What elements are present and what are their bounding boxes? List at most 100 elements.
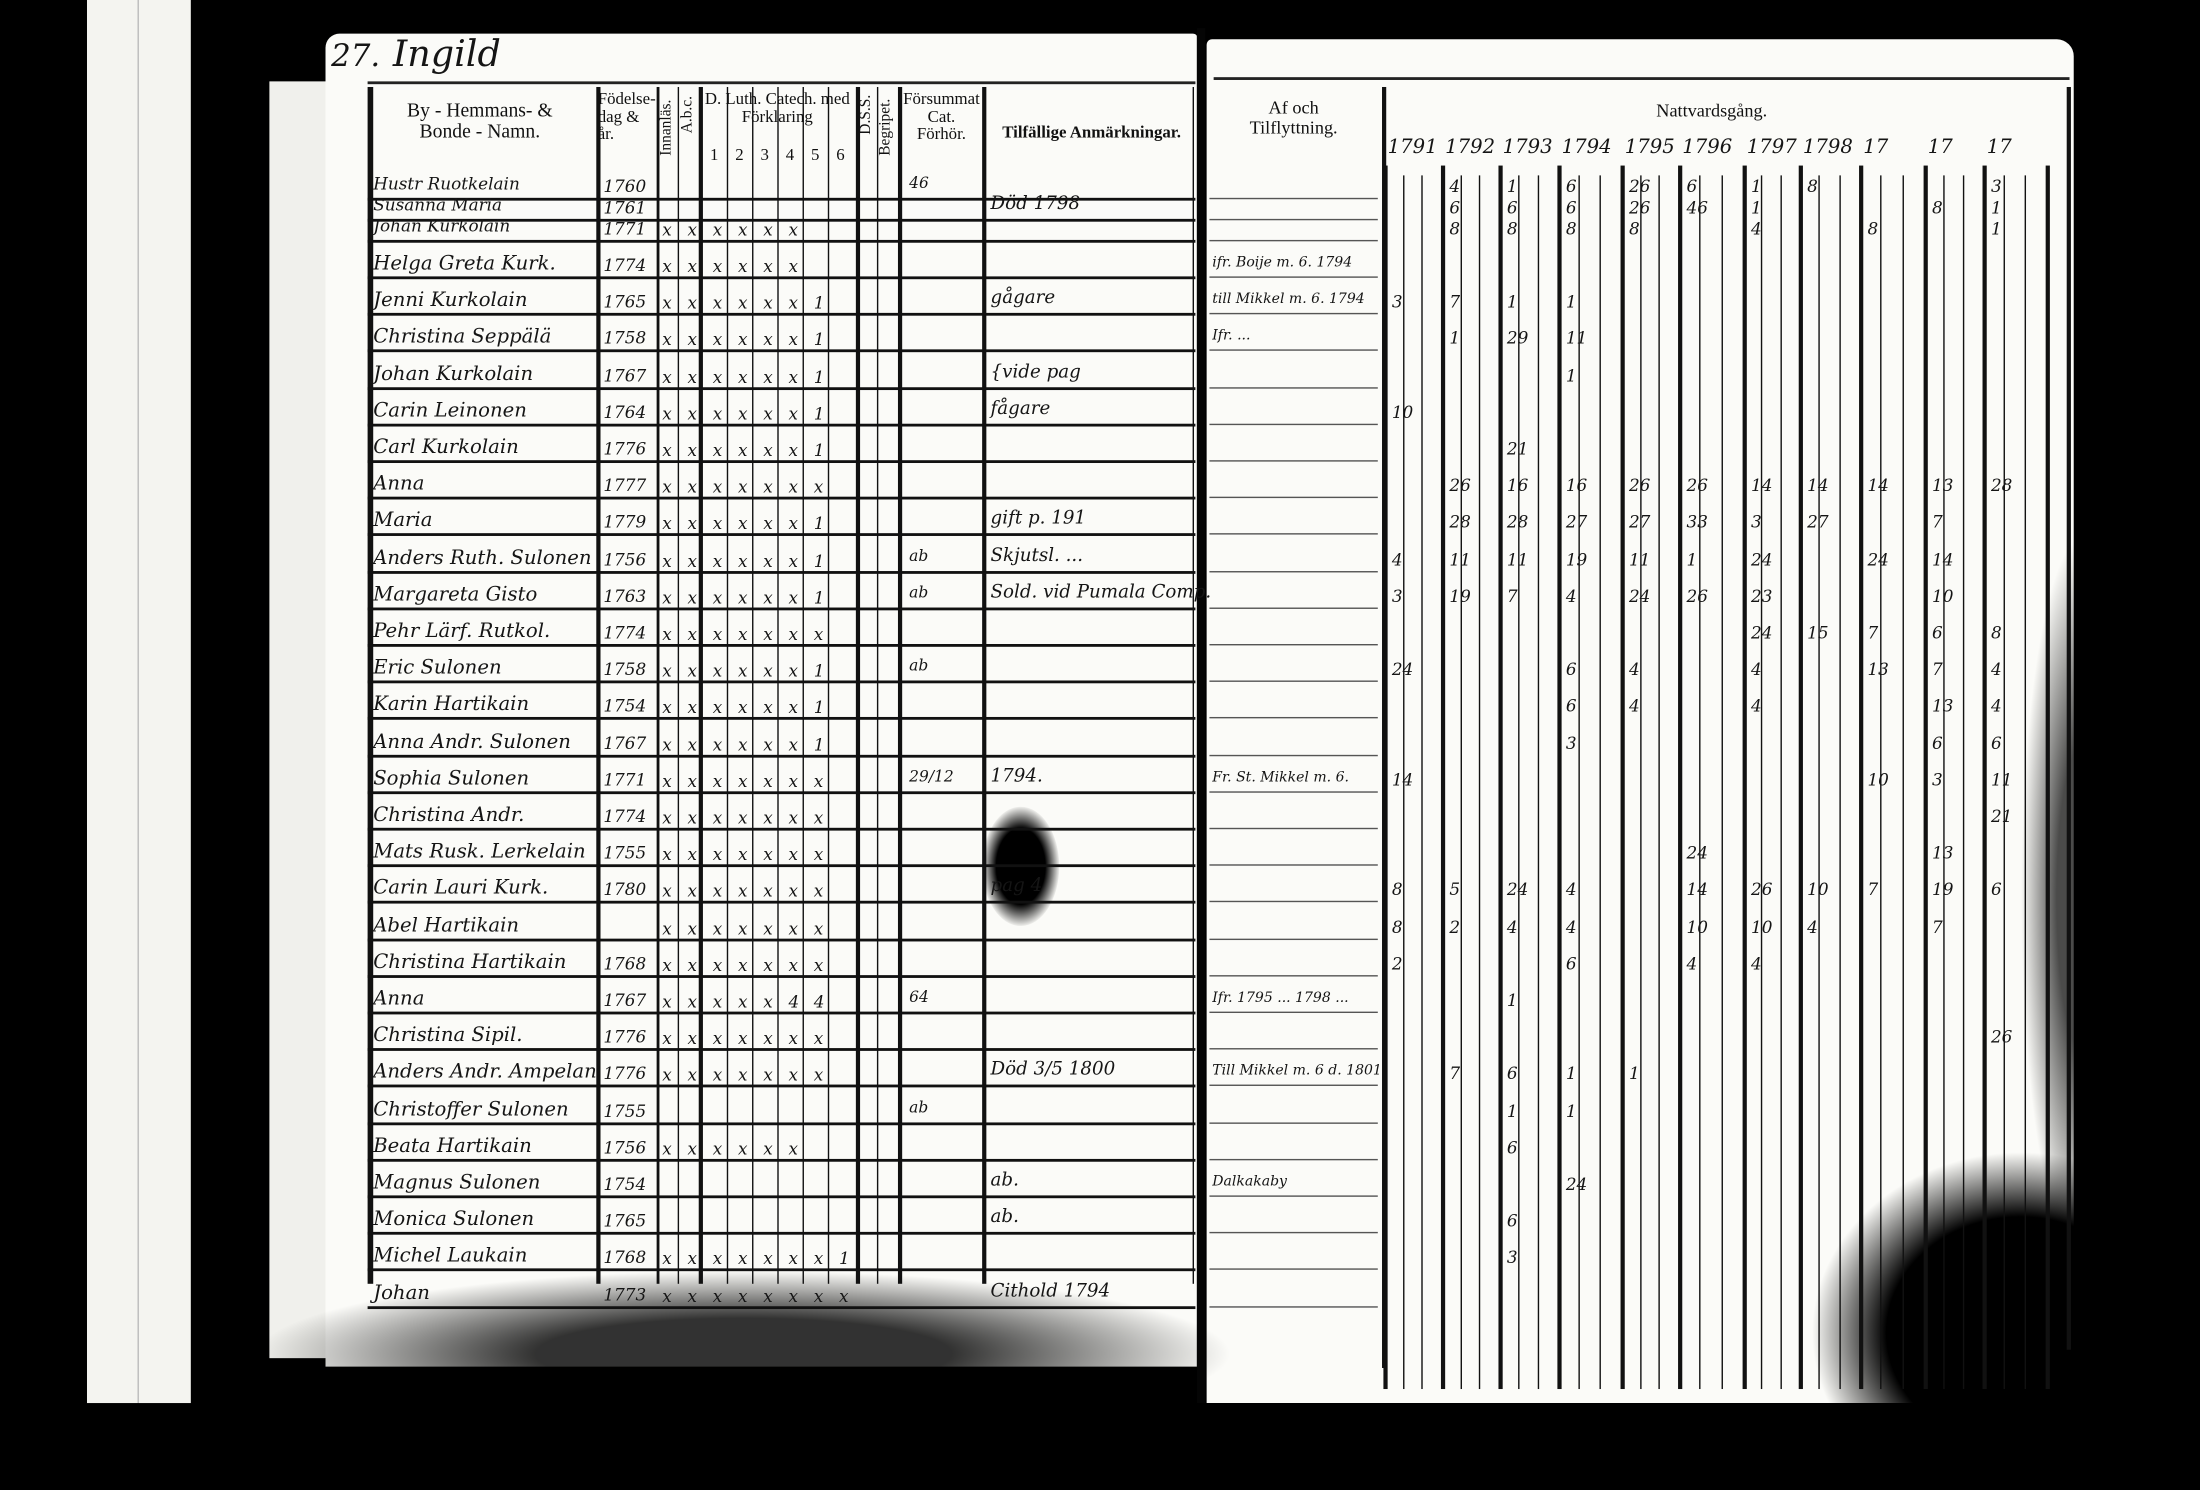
row-line [1209, 313, 1378, 315]
catechism-mark: x [813, 844, 824, 865]
communion-entry: 23 [1751, 586, 1773, 606]
entry-birth-year: 1776 [603, 1064, 647, 1084]
catechism-mark: x [763, 1028, 773, 1049]
communion-entry: 4 [1751, 218, 1762, 239]
column-line [656, 86, 660, 1284]
catechism-mark: x [712, 1286, 723, 1306]
catechism-mark: x [788, 293, 799, 314]
catechism-mark: x [712, 1249, 723, 1269]
header-rule [367, 81, 1196, 85]
communion-entry: 1 [1506, 292, 1518, 312]
entry-name: Magnus Sulonen [373, 1171, 541, 1195]
catechism-mark: x [788, 1286, 799, 1306]
entry-birth-year: 1776 [603, 439, 647, 459]
column-line [1578, 175, 1580, 1390]
entry-birth-year: 1756 [603, 1137, 647, 1158]
catechism-mark: x [662, 367, 672, 387]
catechism-mark: x [738, 477, 748, 497]
header-moving: Af och Tilflyttning. [1249, 96, 1338, 137]
catechism-mark: x [788, 808, 799, 828]
communion-year: 1797 [1746, 136, 1797, 159]
catechism-mark: x [763, 514, 773, 534]
column-line [802, 86, 804, 1284]
entry-birth-year: 1765 [603, 292, 647, 312]
catechism-mark: x [687, 1138, 698, 1159]
catechism-mark: 1 [813, 440, 825, 461]
bottom-edge [0, 1403, 2200, 1490]
communion-entry: 6 [1506, 1064, 1518, 1084]
communion-entry: 6 [1932, 733, 1943, 753]
row-line [1209, 827, 1378, 830]
communion-entry: 24 [1628, 586, 1651, 606]
entry-name: Margareta Gisto [373, 583, 538, 606]
row-line [367, 938, 1196, 941]
column-line [777, 86, 779, 1284]
entry-name: Christina Seppälä [373, 326, 552, 349]
column-line [1518, 175, 1520, 1390]
communion-entry: 14 [1751, 475, 1773, 496]
entry-birth-year: 1779 [603, 512, 647, 533]
row-line [367, 974, 1196, 978]
catechism-mark: 1 [839, 1249, 850, 1269]
catechism-part-number: 6 [836, 144, 845, 165]
entry-name: Abel Hartikain [373, 914, 520, 937]
catechism-mark: 1 [813, 587, 825, 608]
catechism-mark: x [738, 697, 748, 718]
entry-birth-year: 1760 [603, 176, 647, 197]
communion-entry: 3 [1565, 733, 1577, 753]
catechism-mark: x [763, 550, 773, 571]
entry-birth-year: 1768 [603, 1247, 647, 1268]
row-line [367, 1232, 1196, 1235]
catechism-mark: x [712, 440, 723, 461]
communion-entry: 24 [1391, 659, 1414, 680]
catechism-mark: x [687, 955, 698, 975]
communion-entry: 4 [1990, 696, 2002, 717]
column-line [1537, 175, 1540, 1390]
catechism-mark: x [662, 330, 672, 350]
communion-entry: 13 [1867, 659, 1889, 680]
catechism-mark: x [738, 403, 748, 424]
column-line [1761, 175, 1763, 1390]
communion-entry: 29 [1506, 328, 1529, 349]
communion-entry: 6 [1506, 197, 1518, 218]
catechism-mark: x [738, 918, 748, 939]
column-line [1402, 175, 1404, 1390]
communion-entry: 8 [1807, 176, 1818, 197]
row-line [367, 570, 1196, 574]
catechism-mark: x [662, 918, 672, 939]
catechism-mark: x [738, 1249, 748, 1269]
communion-entry: 10 [1391, 402, 1414, 423]
catechism-mark: x [788, 955, 799, 975]
catechism-mark: x [788, 697, 799, 718]
communion-entry: 4 [1686, 953, 1698, 974]
communion-entry: 6 [1565, 197, 1577, 218]
catechism-mark: 4 [788, 991, 800, 1012]
catechism-mark: x [662, 771, 672, 792]
communion-year: 17 [1927, 136, 1953, 159]
row-line [1209, 533, 1378, 536]
row-line [1209, 197, 1378, 200]
communion-entry: 21 [1506, 439, 1529, 459]
row-line [1209, 1085, 1378, 1087]
catechism-mark: x [662, 697, 672, 718]
catechism-part-number: 2 [735, 144, 744, 165]
communion-entry: 3 [1932, 769, 1943, 790]
row-line [1209, 1305, 1378, 1308]
communion-entry: 1 [1565, 1064, 1577, 1084]
row-line [367, 313, 1196, 316]
communion-entry: 26 [1990, 1027, 2013, 1047]
communion-entry: 11 [1449, 549, 1471, 570]
communion-entry: 4 [1751, 659, 1762, 680]
margin-strip [86, 0, 191, 1490]
entry-name: Christina Sipil. [373, 1024, 523, 1047]
row-line [1209, 1011, 1378, 1014]
catechism-mark: x [687, 918, 698, 939]
column-line [876, 86, 879, 1284]
catechism-mark: x [738, 844, 748, 865]
communion-entry: 7 [1932, 512, 1943, 533]
communion-entry: 16 [1506, 475, 1529, 496]
row-line [1209, 864, 1378, 866]
catechism-mark: x [687, 991, 698, 1012]
column-line [2066, 86, 2071, 1350]
catechism-mark: x [687, 587, 698, 608]
